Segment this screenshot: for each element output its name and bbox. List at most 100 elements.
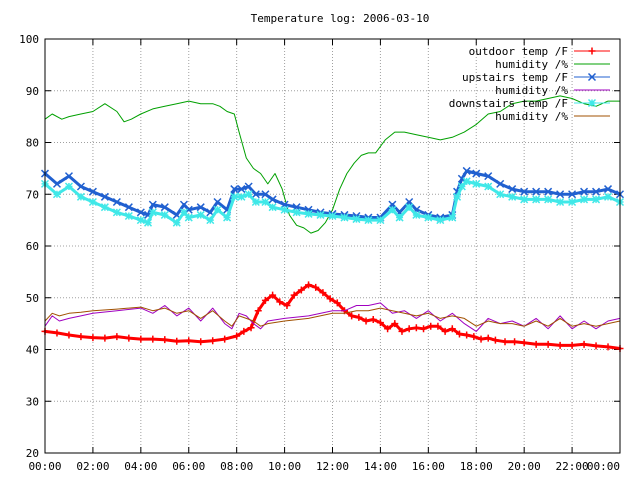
- data-point: [161, 336, 169, 344]
- x-tick-label: 12:00: [316, 460, 349, 473]
- data-point: [472, 169, 481, 178]
- y-tick-label: 100: [19, 33, 39, 46]
- data-point: [496, 179, 505, 188]
- data-point: [470, 333, 478, 341]
- data-point: [448, 325, 456, 333]
- legend-label: humidity /%: [495, 84, 568, 97]
- data-point: [369, 315, 377, 323]
- data-point: [532, 187, 541, 196]
- data-point: [160, 210, 169, 219]
- data-point: [355, 313, 363, 321]
- data-point: [568, 341, 576, 349]
- legend-entry: humidity /%: [495, 58, 610, 71]
- data-point: [100, 203, 109, 212]
- chart-title: Temperature log: 2006-03-10: [251, 12, 430, 25]
- data-point: [455, 330, 463, 338]
- data-point: [124, 203, 133, 212]
- data-point: [261, 296, 269, 304]
- data-point: [149, 335, 157, 343]
- data-point: [148, 208, 157, 217]
- x-tick-label: 20:00: [508, 460, 541, 473]
- data-point: [77, 333, 85, 341]
- data-point: [196, 210, 205, 219]
- data-point: [348, 312, 356, 320]
- data-point: [148, 200, 157, 209]
- data-point: [305, 281, 313, 289]
- data-point: [304, 209, 313, 218]
- series-line: [43, 283, 622, 350]
- data-point: [588, 47, 596, 55]
- data-point: [603, 185, 613, 194]
- data-point: [136, 216, 145, 225]
- data-point: [143, 218, 153, 227]
- x-tick-label: 02:00: [76, 460, 109, 473]
- data-point: [237, 185, 246, 194]
- data-point: [88, 197, 97, 207]
- data-point: [501, 338, 509, 346]
- data-point: [592, 187, 601, 196]
- data-point: [297, 286, 305, 294]
- y-tick-label: 80: [26, 137, 39, 150]
- y-tick-label: 40: [26, 344, 39, 357]
- legend-label: downstairs temp /F: [449, 97, 568, 110]
- data-point: [520, 339, 528, 347]
- series-6: [44, 306, 621, 327]
- data-point: [391, 320, 399, 328]
- data-point: [520, 195, 529, 204]
- data-point: [76, 182, 85, 191]
- x-tick-label: 10:00: [268, 460, 301, 473]
- data-point: [556, 197, 565, 207]
- data-point: [587, 98, 597, 108]
- data-point: [179, 208, 188, 217]
- data-point: [457, 182, 466, 191]
- data-point: [511, 338, 519, 346]
- data-point: [136, 208, 145, 217]
- x-tick-label: 04:00: [124, 460, 157, 473]
- data-point: [276, 298, 284, 306]
- legend-entry: humidity /%: [495, 84, 610, 97]
- data-point: [376, 319, 384, 327]
- data-point: [520, 187, 529, 196]
- data-point: [319, 289, 327, 297]
- data-point: [125, 334, 133, 342]
- data-point: [213, 205, 222, 214]
- data-point: [173, 337, 181, 345]
- data-point: [244, 190, 253, 199]
- axes: 20 30 40 50 60 70 80 90 100 00:00 02:00 04:00 06:00 0…: [19, 33, 621, 473]
- data-point: [556, 341, 564, 349]
- data-point: [484, 182, 493, 191]
- data-point: [64, 172, 73, 181]
- data-point: [247, 324, 255, 332]
- legend-label: humidity /%: [495, 110, 568, 123]
- data-point: [412, 324, 420, 332]
- data-point: [508, 185, 517, 194]
- data-point: [112, 208, 121, 217]
- data-point: [240, 327, 248, 335]
- data-point: [196, 203, 205, 212]
- data-point: [592, 195, 601, 204]
- data-point: [292, 208, 301, 217]
- data-point: [290, 291, 298, 299]
- legend-label: outdoor temp /F: [469, 45, 568, 58]
- data-point: [491, 336, 499, 344]
- data-point: [420, 325, 428, 333]
- data-point: [544, 195, 553, 204]
- data-point: [52, 190, 62, 199]
- data-point: [112, 197, 121, 207]
- data-point: [312, 283, 320, 291]
- data-point: [496, 190, 505, 199]
- data-point: [532, 340, 540, 348]
- x-tick-label: 14:00: [364, 460, 397, 473]
- series-2: [44, 95, 621, 234]
- data-point: [137, 335, 145, 343]
- data-point: [384, 325, 392, 333]
- data-point: [160, 203, 169, 212]
- data-point: [405, 325, 413, 333]
- data-point: [436, 216, 445, 225]
- data-point: [280, 205, 289, 214]
- data-point: [251, 190, 260, 199]
- data-point: [484, 172, 493, 181]
- data-point: [544, 340, 552, 348]
